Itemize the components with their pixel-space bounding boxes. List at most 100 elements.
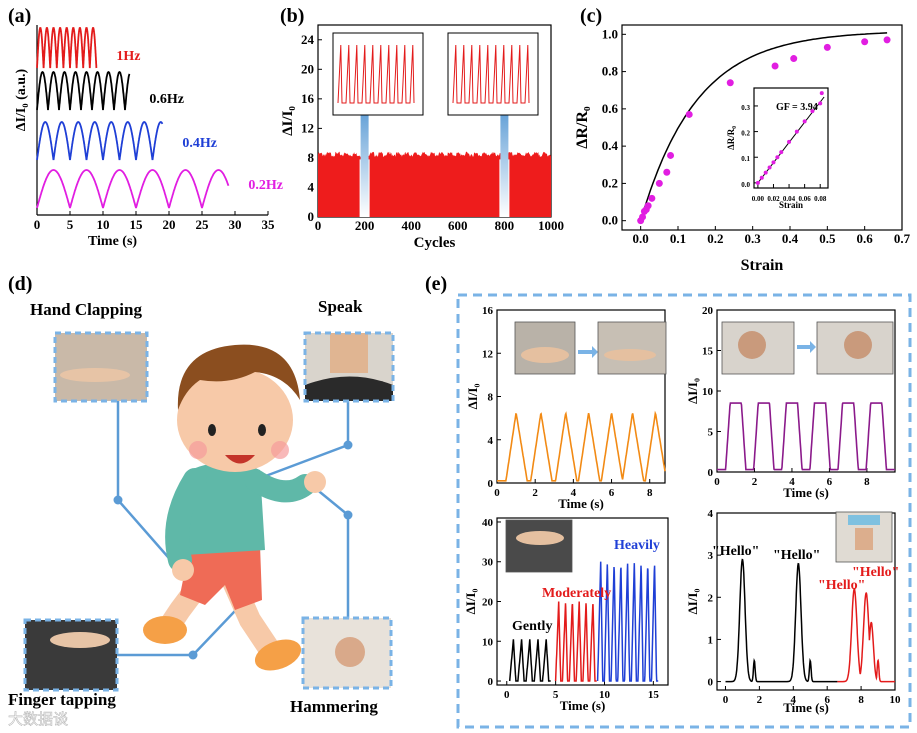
x-tick-label: 4 bbox=[791, 694, 797, 706]
photo-e2-before bbox=[721, 321, 795, 375]
x-tick-label: 15 bbox=[648, 689, 660, 701]
data-point bbox=[861, 38, 869, 46]
inset-point bbox=[779, 150, 784, 155]
x-tick-label: 8 bbox=[864, 476, 870, 488]
x-axis-label: Strain bbox=[741, 257, 784, 274]
speak-label: Speak bbox=[318, 297, 363, 316]
x-tick-label: 20 bbox=[163, 217, 176, 232]
y-tick-label: 20 bbox=[702, 305, 714, 317]
photo-hand-clapping bbox=[53, 331, 149, 403]
y-tick-label: 20 bbox=[301, 61, 314, 76]
x-tick-label: 0 bbox=[504, 689, 510, 701]
x-tick-label: 5 bbox=[67, 217, 74, 232]
x-tick-label: 400 bbox=[401, 218, 421, 233]
x-tick-label: 0.04 bbox=[783, 195, 796, 203]
x-tick-label: 0.00 bbox=[752, 195, 765, 203]
y-tick-label: 0.2 bbox=[602, 175, 618, 190]
y-tick-label: 16 bbox=[301, 91, 315, 106]
y-axis-label: ΔI/I₀ bbox=[685, 378, 700, 404]
x-axis-label: Time (s) bbox=[560, 698, 606, 713]
inset-point bbox=[759, 175, 764, 180]
photo-hammering bbox=[301, 616, 393, 690]
panel-label-c: (c) bbox=[580, 5, 602, 27]
y-tick-label: 40 bbox=[482, 517, 494, 529]
panel-label-b: (b) bbox=[280, 5, 304, 27]
inset-point bbox=[755, 180, 760, 185]
hand-clapping-label: Hand Clapping bbox=[30, 300, 142, 319]
inset-point bbox=[775, 155, 780, 160]
inset-point bbox=[794, 129, 799, 134]
fit-curve bbox=[639, 32, 888, 221]
y-tick-label: 8 bbox=[488, 392, 494, 404]
x-axis-label: Time (s) bbox=[88, 234, 137, 249]
connector-hammering bbox=[314, 487, 350, 618]
data-point bbox=[685, 110, 693, 118]
inset-line bbox=[337, 44, 415, 104]
panel-e1-chart: 0 2 4 6 8 0 4 8 12 16 Time (s) ΔI/I₀ bbox=[465, 305, 666, 511]
y-tick-label: 10 bbox=[702, 386, 714, 398]
y-tick-label: 15 bbox=[702, 346, 714, 358]
data-point bbox=[648, 194, 656, 202]
x-tick-label: 0.0 bbox=[633, 231, 649, 246]
x-tick-label: 0.4 bbox=[782, 231, 799, 246]
inset-point bbox=[767, 165, 772, 170]
y-axis-label: ΔI/I₀ (a.u.) bbox=[14, 68, 29, 131]
data-point bbox=[790, 55, 798, 63]
x-tick-label: 10 bbox=[97, 217, 110, 232]
gauge-factor-annotation: GF = 3.94 bbox=[776, 102, 818, 113]
finger-tapping-label: Finger tapping bbox=[8, 690, 116, 709]
panel-label-d: (d) bbox=[8, 273, 32, 295]
x-tick-label: 0 bbox=[494, 487, 500, 499]
x-axis-label: Cycles bbox=[414, 235, 456, 251]
panel-d-illustration: Hand Clapping Speak Finger tapping Hamme… bbox=[8, 297, 395, 716]
x-tick-label: 0.6 bbox=[857, 231, 874, 246]
x-tick-label: 800 bbox=[495, 218, 515, 233]
x-tick-label: 10 bbox=[890, 694, 902, 706]
panel-c-chart: 0.0 0.1 0.2 0.3 0.4 0.5 0.6 0.7 0.0 0.2 0.4 0.6 0.8 1… bbox=[574, 24, 911, 274]
data-point bbox=[823, 43, 831, 51]
y-tick-label: 24 bbox=[301, 32, 315, 47]
series-label-0.6Hz: 0.6Hz bbox=[149, 92, 184, 107]
plot-frame bbox=[753, 87, 829, 189]
x-tick-label: 30 bbox=[229, 217, 242, 232]
tapping-Heavily-line bbox=[596, 561, 659, 682]
data-point bbox=[663, 168, 671, 176]
x-tick-label: 8 bbox=[647, 487, 653, 499]
panel-e3-chart: 0 5 10 15 0 10 20 30 40 Time (s) ΔI/I₀ bbox=[463, 517, 669, 713]
y-tick-label: 3 bbox=[708, 550, 714, 562]
arrow-shaft bbox=[360, 106, 369, 217]
x-tick-label: 0.5 bbox=[819, 231, 836, 246]
photo-e1-after bbox=[597, 321, 667, 375]
cycle-response-fill bbox=[318, 151, 551, 217]
y-tick-label: 12 bbox=[482, 348, 494, 360]
inset-point bbox=[787, 139, 792, 144]
child-cartoon bbox=[143, 344, 326, 671]
y-tick-label: 0 bbox=[708, 677, 714, 689]
x-tick-label: 0.08 bbox=[814, 195, 827, 203]
inset-point bbox=[802, 119, 807, 124]
x-tick-label: 15 bbox=[130, 217, 144, 232]
arrow-shaft bbox=[500, 106, 509, 217]
x-tick-label: 35 bbox=[262, 217, 276, 232]
hello-label-3: "Hello" bbox=[818, 578, 865, 593]
x-axis-label: Time (s) bbox=[558, 496, 604, 511]
x-tick-label: 0 bbox=[723, 694, 729, 706]
arrow-e2 bbox=[797, 341, 816, 353]
y-tick-label: 0.0 bbox=[741, 181, 750, 189]
heavily-label: Heavily bbox=[614, 538, 660, 553]
photo-e1-before bbox=[514, 321, 576, 375]
y-tick-label: 0 bbox=[308, 209, 315, 224]
speech-segment-1 bbox=[837, 587, 895, 683]
x-tick-label: 25 bbox=[196, 217, 210, 232]
moderately-label: Moderately bbox=[542, 586, 611, 601]
tapping-Gently-line bbox=[508, 639, 551, 682]
hello-label-1: "Hello" bbox=[712, 544, 759, 559]
inset-line bbox=[452, 44, 530, 104]
panel-a-chart: 0 5 10 15 20 25 30 35 Time (s) ΔI/I₀ (a.u.) 1Hz 0.6… bbox=[14, 25, 283, 249]
tapping-Moderately-line bbox=[554, 601, 597, 682]
inset-point bbox=[810, 109, 815, 114]
y-tick-label: 20 bbox=[482, 597, 494, 609]
x-tick-label: 0.2 bbox=[707, 231, 723, 246]
x-tick-label: 10 bbox=[599, 689, 611, 701]
